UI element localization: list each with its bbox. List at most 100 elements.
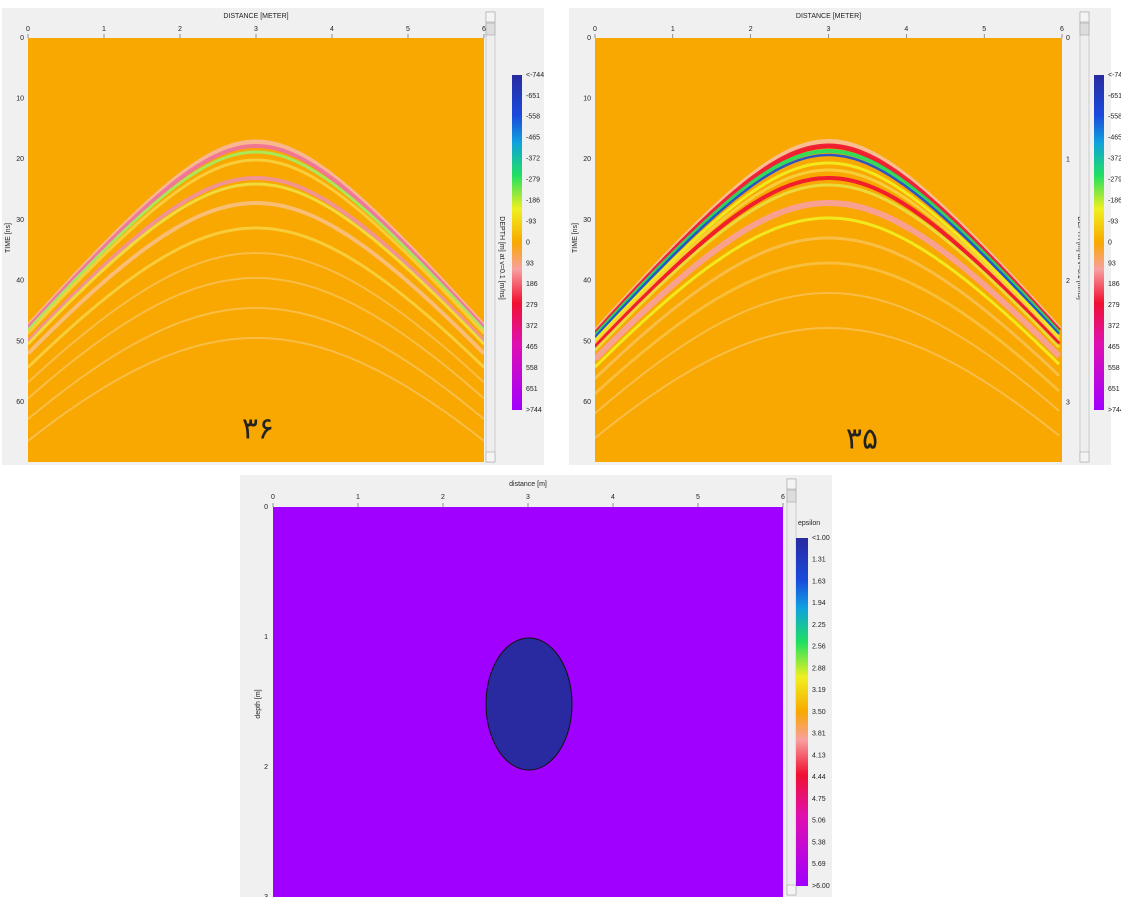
hyperbola <box>595 153 1060 339</box>
colorbar-label: 1.63 <box>812 578 826 585</box>
colorbar-label: -93 <box>526 218 536 225</box>
hyperbola <box>595 161 1061 342</box>
hyperbola <box>28 175 484 343</box>
colorbar-label: 5.06 <box>812 818 826 825</box>
y-tick-label: 0 <box>20 35 24 42</box>
colorbar-label: <1.00 <box>812 535 830 542</box>
x-tick-label: 4 <box>330 26 334 33</box>
colorbar-label: -651 <box>526 93 540 100</box>
colorbar-label: 3.19 <box>812 687 826 694</box>
y-tick-label: 40 <box>16 278 24 285</box>
scroll-up[interactable] <box>1079 11 1090 23</box>
colorbar-label: 558 <box>526 365 538 372</box>
colorbar-label: -651 <box>1108 93 1121 100</box>
colorbar-label: 2.56 <box>812 644 826 651</box>
y2-tick-label: 3 <box>1066 399 1070 406</box>
colorbar-label: 279 <box>1108 302 1120 309</box>
y-axis-title: depth [m] <box>255 689 262 718</box>
colorbar-label: 279 <box>526 302 538 309</box>
colorbar-label: 2.88 <box>812 665 826 672</box>
hyperbola <box>28 182 484 346</box>
y2-axis-title: DEPTH [m] at v=0.1 [m/ns] <box>1076 216 1083 299</box>
y-axis-title: TIME [ns] <box>572 223 579 253</box>
x-axis-title: DISTANCE [METER] <box>796 13 861 20</box>
scroll-thumb[interactable] <box>485 22 496 36</box>
colorbar-label: 93 <box>526 260 534 267</box>
colorbar-label: 0 <box>526 239 530 246</box>
y-axis-title: TIME [ns] <box>5 223 12 253</box>
y-tick-label: 40 <box>583 278 591 285</box>
hyperbola <box>28 226 484 369</box>
x-tick-label: 0 <box>26 26 30 33</box>
hyperbola <box>595 327 1060 439</box>
y2-axis-title: DEPTH [m] at v=0.1 [m/ns] <box>498 216 505 299</box>
colorbar-label: 186 <box>526 281 538 288</box>
colorbar-label: <-744 <box>1108 72 1121 79</box>
colorbar-label: -465 <box>526 135 540 142</box>
colorbar-label: 4.13 <box>812 752 826 759</box>
colorbar-label: >6.00 <box>812 883 830 890</box>
hyperbola <box>28 150 484 332</box>
colorbar-label: 4.75 <box>812 796 826 803</box>
hyperbola <box>28 337 484 442</box>
colorbar-label: -372 <box>1108 156 1121 163</box>
y-tick-label: 30 <box>583 217 591 224</box>
hyperbola <box>28 200 484 356</box>
colorbar-label: 2.25 <box>812 622 826 629</box>
x-tick-label: 1 <box>102 26 106 33</box>
x-tick-label: 0 <box>271 494 275 501</box>
y-tick-label: 60 <box>16 399 24 406</box>
colorbar-label: -279 <box>526 177 540 184</box>
scrollbar <box>485 11 496 463</box>
colorbar-label: -465 <box>1108 135 1121 142</box>
colorbar-label: 3.81 <box>812 731 826 738</box>
scroll-down[interactable] <box>1079 451 1090 463</box>
colorbar-label: -186 <box>1108 197 1121 204</box>
scroll-down[interactable] <box>485 451 496 463</box>
panel-caption: ۳۵ <box>846 422 878 457</box>
y-tick-label: 20 <box>583 156 591 163</box>
y-tick-label: 2 <box>264 764 268 771</box>
hyperbola <box>595 261 1061 395</box>
scroll-down[interactable] <box>786 884 797 896</box>
colorbar-label: >744 <box>1108 407 1121 414</box>
x-tick-label: 4 <box>611 494 615 501</box>
x-tick-label: 2 <box>441 494 445 501</box>
x-tick-label: 4 <box>904 26 908 33</box>
colorbar-label: 651 <box>1108 386 1120 393</box>
x-axis-title: distance [m] <box>509 481 547 488</box>
x-tick-label: 3 <box>526 494 530 501</box>
hyperbola <box>28 158 484 335</box>
y-tick-label: 60 <box>583 399 591 406</box>
x-tick-label: 2 <box>749 26 753 33</box>
y-tick-label: 10 <box>16 96 24 103</box>
x-tick-label: 3 <box>827 26 831 33</box>
x-tick-label: 6 <box>781 494 785 501</box>
x-tick-label: 5 <box>982 26 986 33</box>
y-tick-label: 0 <box>587 35 591 42</box>
scroll-up[interactable] <box>485 11 496 23</box>
colorbar-label: <-744 <box>526 72 544 79</box>
colorbar-title: epsilon <box>798 520 820 527</box>
colorbar <box>796 538 808 886</box>
hyperbola <box>595 183 1061 352</box>
scroll-up[interactable] <box>786 478 797 490</box>
y2-tick-label: 1 <box>1066 156 1070 163</box>
x-tick-label: 1 <box>356 494 360 501</box>
colorbar-label: >744 <box>526 407 542 414</box>
y-tick-label: 50 <box>16 338 24 345</box>
colorbar-label: -558 <box>1108 114 1121 121</box>
panel-caption: ۳۶ <box>242 412 274 447</box>
hyperbola <box>28 277 484 400</box>
x-tick-label: 3 <box>254 26 258 33</box>
colorbar-label: -93 <box>1108 218 1118 225</box>
hyperbola <box>595 216 1061 369</box>
x-tick-label: 0 <box>593 26 597 33</box>
scroll-thumb[interactable] <box>786 489 797 503</box>
colorbar-label: 5.69 <box>812 861 826 868</box>
scroll-thumb[interactable] <box>1079 22 1090 36</box>
hyperbola <box>595 168 1061 345</box>
colorbar-label: 4.44 <box>812 774 826 781</box>
hyperbola <box>595 292 1060 415</box>
colorbar-label: 0 <box>1108 239 1112 246</box>
